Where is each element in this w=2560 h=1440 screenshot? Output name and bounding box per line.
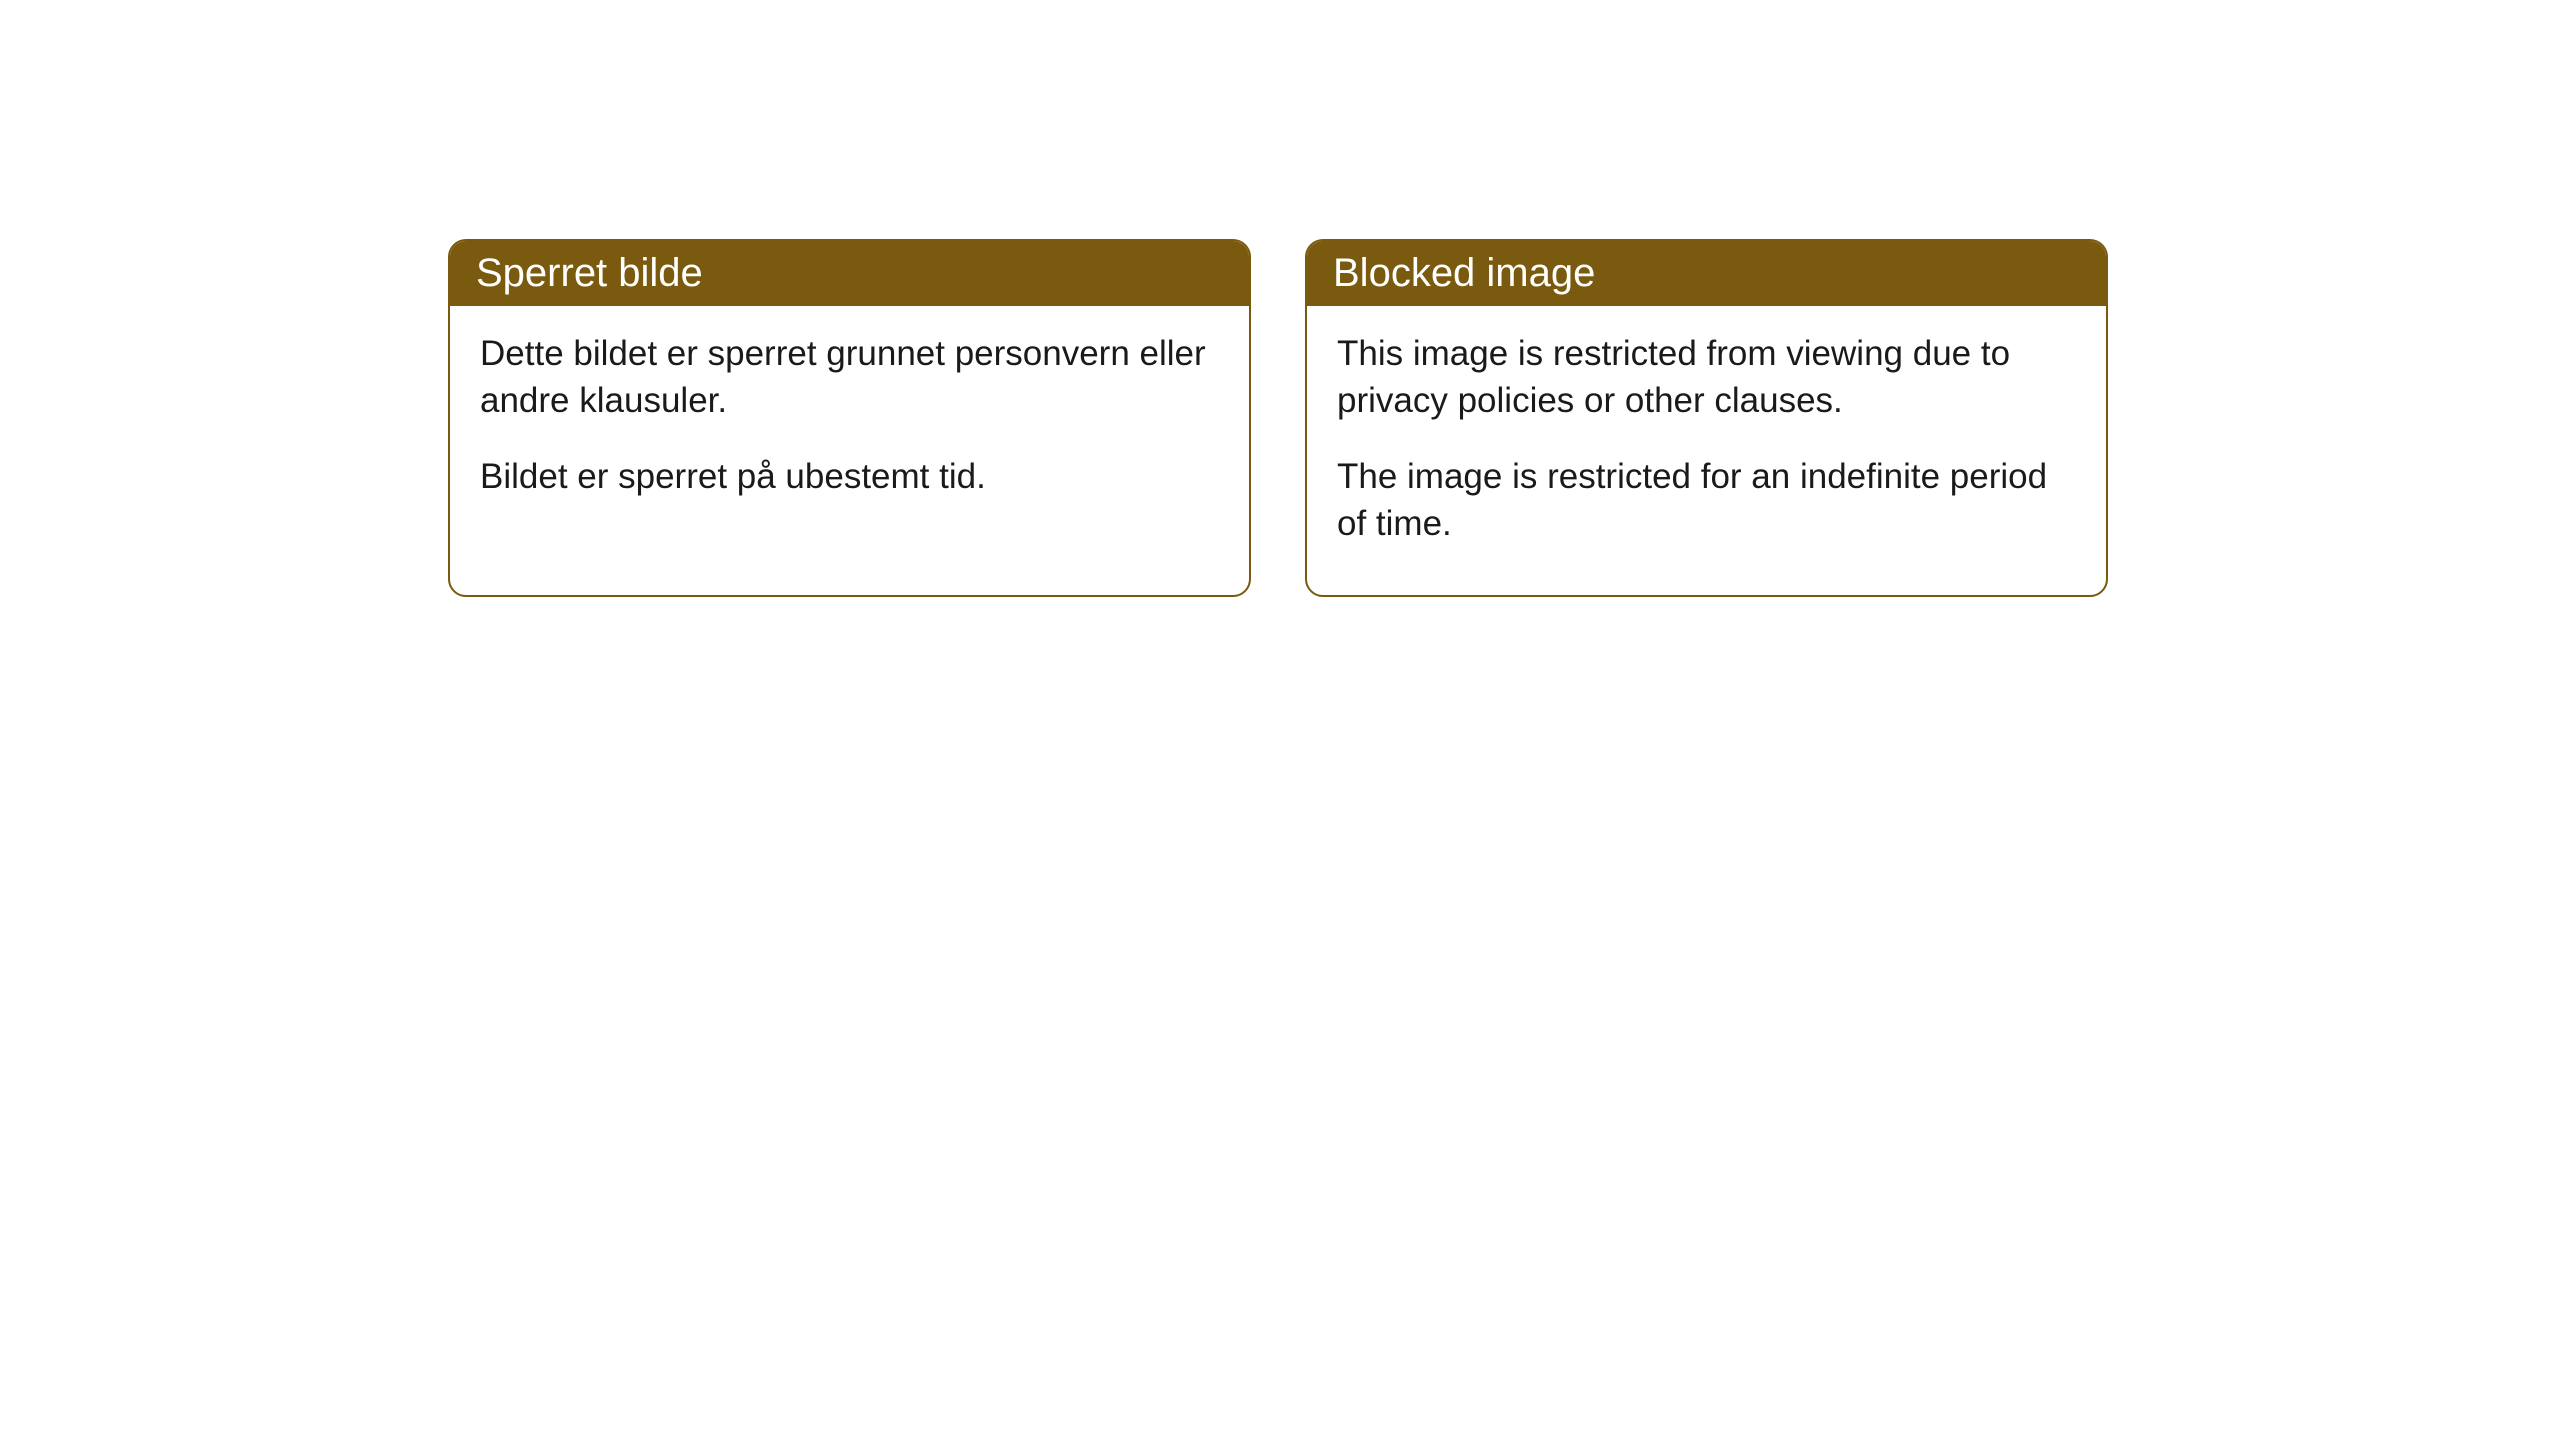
card-english: Blocked image This image is restricted f… <box>1305 239 2108 597</box>
card-header-english: Blocked image <box>1307 241 2106 306</box>
cards-container: Sperret bilde Dette bildet er sperret gr… <box>448 239 2108 597</box>
card-paragraph-1-norwegian: Dette bildet er sperret grunnet personve… <box>480 330 1219 425</box>
card-paragraph-2-english: The image is restricted for an indefinit… <box>1337 453 2076 548</box>
card-paragraph-2-norwegian: Bildet er sperret på ubestemt tid. <box>480 453 1219 500</box>
card-header-norwegian: Sperret bilde <box>450 241 1249 306</box>
card-body-english: This image is restricted from viewing du… <box>1307 306 2106 595</box>
card-norwegian: Sperret bilde Dette bildet er sperret gr… <box>448 239 1251 597</box>
card-body-norwegian: Dette bildet er sperret grunnet personve… <box>450 306 1249 548</box>
card-paragraph-1-english: This image is restricted from viewing du… <box>1337 330 2076 425</box>
